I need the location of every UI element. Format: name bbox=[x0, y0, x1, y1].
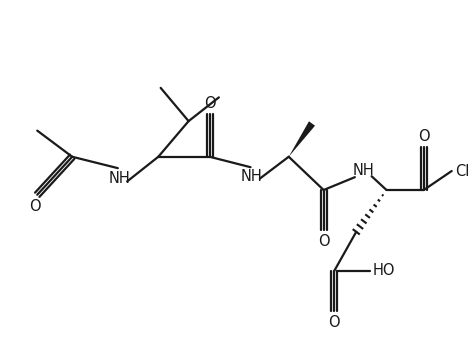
Text: O: O bbox=[318, 234, 329, 249]
Polygon shape bbox=[289, 121, 315, 157]
Text: Cl: Cl bbox=[455, 164, 470, 178]
Text: O: O bbox=[29, 199, 41, 214]
Text: O: O bbox=[204, 96, 215, 110]
Text: O: O bbox=[418, 129, 430, 144]
Text: O: O bbox=[329, 314, 340, 330]
Text: NH: NH bbox=[241, 169, 263, 184]
Text: NH: NH bbox=[353, 162, 375, 178]
Text: HO: HO bbox=[372, 263, 395, 278]
Text: NH: NH bbox=[109, 171, 130, 186]
